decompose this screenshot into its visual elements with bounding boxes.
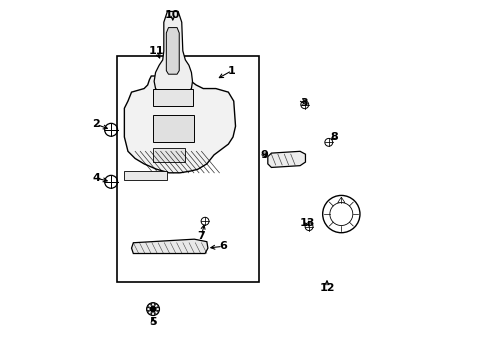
Circle shape	[150, 306, 156, 312]
Polygon shape	[337, 197, 344, 203]
Polygon shape	[267, 151, 305, 167]
Text: 12: 12	[319, 283, 334, 293]
Text: 7: 7	[197, 231, 205, 240]
Polygon shape	[166, 28, 179, 74]
Text: 5: 5	[149, 317, 157, 327]
Bar	[153, 148, 185, 162]
Bar	[124, 171, 167, 180]
Polygon shape	[131, 239, 207, 253]
Text: 3: 3	[299, 98, 307, 108]
Text: 6: 6	[219, 241, 226, 251]
Text: 11: 11	[148, 46, 164, 56]
Bar	[117, 56, 258, 282]
Text: 8: 8	[329, 132, 337, 142]
Text: 1: 1	[227, 66, 235, 76]
Polygon shape	[154, 12, 192, 93]
Bar	[153, 116, 194, 142]
Text: 2: 2	[92, 120, 100, 129]
Text: 9: 9	[260, 150, 267, 160]
Text: 4: 4	[92, 173, 100, 183]
Polygon shape	[124, 76, 235, 173]
Bar	[153, 89, 192, 107]
Text: 10: 10	[165, 10, 180, 20]
Text: 13: 13	[299, 218, 314, 228]
